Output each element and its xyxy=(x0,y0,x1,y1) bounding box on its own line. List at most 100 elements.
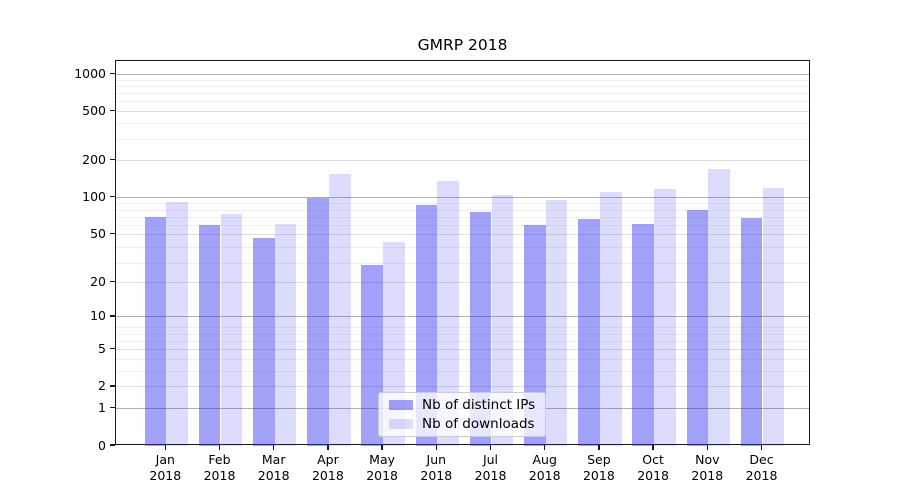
y-tick-label-20: 20 xyxy=(90,273,106,289)
legend-label-distinct-ips: Nb of distinct IPs xyxy=(422,396,536,413)
x-tick-mark-nov xyxy=(706,445,708,450)
x-tick-mark-aug xyxy=(544,445,546,450)
gridline-59 xyxy=(116,225,809,227)
gridline-2 xyxy=(116,386,809,388)
bar-distinct-ips-jun xyxy=(415,204,438,446)
bar-distinct-ips-aug xyxy=(524,224,546,446)
y-tick-label-5: 5 xyxy=(98,341,106,357)
x-tick-mark-sep xyxy=(598,445,600,450)
x-tick-label-dec: Dec 2018 xyxy=(745,452,778,483)
y-tick-label-10: 10 xyxy=(90,308,106,324)
x-tick-label-jun: Jun 2018 xyxy=(420,452,453,483)
bar-downloads-jan xyxy=(166,202,188,446)
y-tick-mark-500 xyxy=(110,109,115,112)
bar-distinct-ips-nov xyxy=(686,209,709,446)
y-tick-mark-50 xyxy=(110,232,115,235)
x-tick-label-oct: Oct 2018 xyxy=(637,452,669,483)
y-tick-mark-10 xyxy=(110,315,115,317)
x-tick-label-may: May 2018 xyxy=(366,452,398,483)
x-tick-mark-jun xyxy=(435,445,437,450)
y-tick-mark-20 xyxy=(110,280,115,282)
bar-distinct-ips-may xyxy=(361,264,384,446)
y-tick-mark-0 xyxy=(110,444,115,446)
x-tick-label-nov: Nov 2018 xyxy=(691,452,724,483)
gridline-799 xyxy=(116,85,809,87)
gridline-399 xyxy=(116,123,809,125)
x-tick-label-jul: Jul 2018 xyxy=(474,452,507,483)
y-tick-label-1000: 1000 xyxy=(74,65,106,81)
gridline-5 xyxy=(116,349,809,351)
x-tick-mark-feb xyxy=(218,445,221,450)
legend: Nb of distinct IPs Nb of downloads xyxy=(378,392,546,437)
bar-downloads-jun xyxy=(437,180,459,446)
legend-swatch-distinct-ips xyxy=(389,400,413,410)
legend-row-distinct-ips: Nb of distinct IPs xyxy=(389,396,545,413)
chart-title: GMRP 2018 xyxy=(417,36,508,54)
gridline-20 xyxy=(116,281,809,283)
x-tick-mark-oct xyxy=(652,445,654,450)
gridline-6 xyxy=(116,340,809,342)
y-tick-label-100: 100 xyxy=(82,189,106,205)
y-tick-mark-1 xyxy=(110,407,115,409)
bar-downloads-apr xyxy=(328,173,351,446)
x-tick-mark-jan xyxy=(164,445,166,450)
gridline-69 xyxy=(116,216,809,218)
bar-distinct-ips-apr xyxy=(307,197,329,446)
bar-downloads-aug xyxy=(545,200,568,446)
bars-layer xyxy=(116,61,809,446)
x-tick-label-aug: Aug 2018 xyxy=(528,452,561,483)
x-tick-mark-may xyxy=(381,445,383,450)
bar-downloads-feb xyxy=(220,214,243,446)
gridline-200 xyxy=(116,160,809,162)
x-tick-label-feb: Feb 2018 xyxy=(203,452,236,483)
bar-downloads-oct xyxy=(654,188,676,446)
y-tick-label-1: 1 xyxy=(98,400,106,416)
bar-distinct-ips-mar xyxy=(253,237,275,446)
bar-distinct-ips-feb xyxy=(198,224,221,446)
x-tick-label-mar: Mar 2018 xyxy=(257,452,290,483)
gridline-10 xyxy=(116,316,809,318)
bar-distinct-ips-jul xyxy=(469,211,492,446)
bar-downloads-nov xyxy=(708,169,730,446)
gridline-500 xyxy=(116,111,809,113)
y-tick-label-0: 0 xyxy=(98,437,106,453)
bar-downloads-mar xyxy=(274,223,297,446)
x-tick-label-sep: Sep 2018 xyxy=(582,452,615,483)
bar-downloads-jul xyxy=(491,194,514,446)
gridline-79 xyxy=(116,209,809,211)
y-tick-mark-100 xyxy=(110,196,115,198)
plot-area xyxy=(115,60,810,446)
gridline-699 xyxy=(116,93,809,95)
x-tick-mark-mar xyxy=(273,445,275,450)
y-tick-mark-200 xyxy=(110,159,115,161)
gridline-50 xyxy=(116,233,809,235)
y-tick-mark-2 xyxy=(110,385,115,387)
gridline-1000 xyxy=(116,73,809,75)
y-tick-label-200: 200 xyxy=(82,152,106,168)
y-tick-mark-1000 xyxy=(110,72,115,74)
gridline-8 xyxy=(116,327,809,329)
bar-distinct-ips-oct xyxy=(632,223,655,446)
y-tick-label-500: 500 xyxy=(82,103,106,119)
bar-distinct-ips-dec xyxy=(740,218,763,446)
y-tick-label-2: 2 xyxy=(98,378,106,394)
grid-layer xyxy=(116,61,809,444)
legend-row-downloads: Nb of downloads xyxy=(389,416,545,432)
bar-distinct-ips-jan xyxy=(144,217,167,446)
legend-swatch-downloads xyxy=(389,419,413,429)
x-tick-mark-jul xyxy=(489,445,492,450)
bar-downloads-sep xyxy=(599,192,622,446)
x-tick-label-jan: Jan 2018 xyxy=(149,452,182,483)
gridline-89 xyxy=(116,203,809,205)
y-tick-mark-5 xyxy=(110,347,115,350)
gridline-29 xyxy=(116,262,809,264)
gridline-3 xyxy=(116,370,809,372)
x-tick-label-apr: Apr 2018 xyxy=(311,452,344,483)
bar-distinct-ips-sep xyxy=(578,218,600,446)
gridline-4 xyxy=(116,358,809,360)
x-tick-mark-dec xyxy=(760,445,763,450)
gridline-299 xyxy=(116,138,809,140)
bar-downloads-dec xyxy=(762,187,785,446)
x-tick-mark-apr xyxy=(327,445,329,450)
